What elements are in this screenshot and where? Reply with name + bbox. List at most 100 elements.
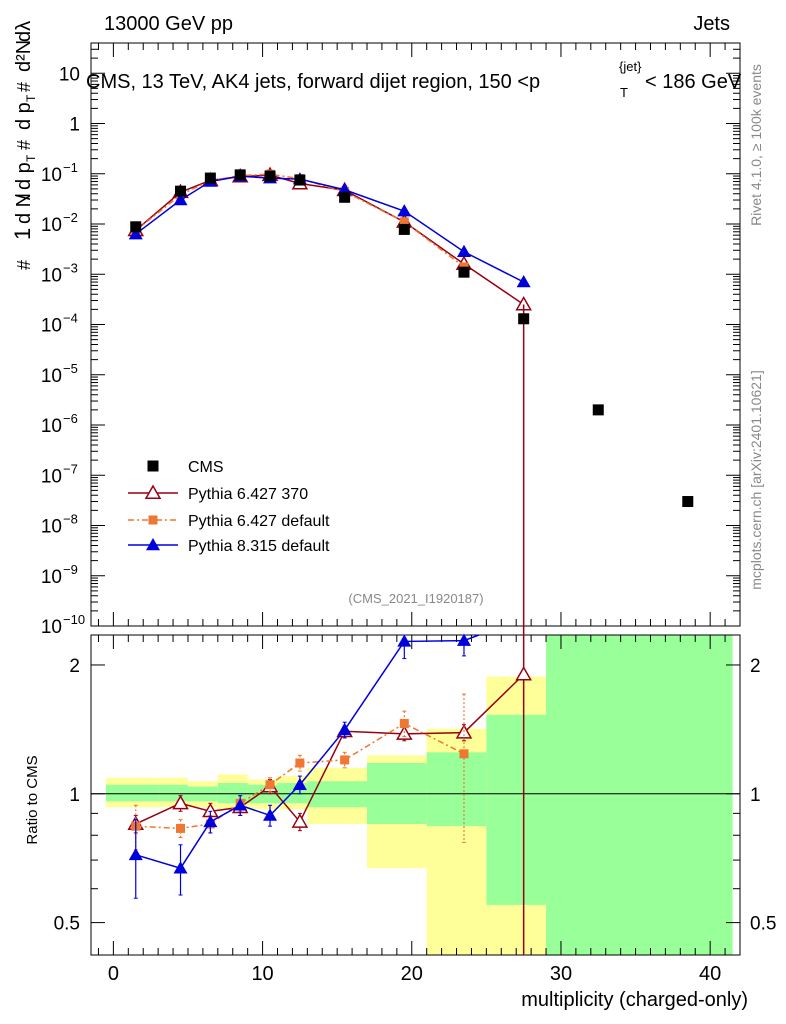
main-ytick-label-0: 10 [41,617,62,638]
ratio-marker-2-8 [456,633,471,646]
main-marker-2-1 [173,193,188,206]
legend-label-3: Pythia 8.315 default [188,538,330,555]
main-ytick-label-1: 10 [41,567,62,588]
mcplots-label: mcplots.cern.ch [arXiv:2401.10621] [748,370,764,589]
main-ytick-exp-0: −10 [63,612,85,627]
analysis-id: (CMS_2021_I1920187) [348,591,483,606]
ratio-marker-1-7 [399,718,409,728]
cms-point-3 [234,169,246,181]
main-ytick-label-5: 10 [41,366,62,387]
legend-label-2: Pythia 6.427 default [188,513,330,530]
ylabel-dlambda: dλ [13,21,35,42]
ylabel-dN: d N [13,193,35,224]
ratio-label-text: Ratio to CMS [24,755,41,844]
x-tick-label-30: 30 [550,963,572,985]
main-ytick-label-10: 1 [69,115,80,136]
ratio-marker-2-0 [128,847,143,861]
main-ytick-exp-4: −6 [63,411,78,426]
title-superscript: {jet} [619,59,642,74]
cms-point-0 [130,221,142,233]
main-ylabel: # 1 d N / d p T # d p T # d²N dλ [10,21,38,270]
ylabel-hash-1: # [14,260,34,270]
cms-point-1 [175,185,187,197]
x-tick-label-20: 20 [401,963,423,985]
legend: CMS Pythia 6.427 370 Pythia 6.427 default P… [128,459,330,555]
rivet-text: Rivet 4.1.0, ≥ 100k events [748,64,764,226]
main-marker-2-0 [128,227,143,240]
main-ytick-exp-7: −3 [63,260,78,275]
ratio-line-2 [135,634,480,870]
ratio-ytick-label-right-1: 1 [750,785,761,806]
ratio-marker-0-1 [172,794,189,810]
cms-point-6 [339,191,351,203]
main-ytick-label-8: 10 [41,215,62,236]
ratio-ytick-label-left-1: 1 [69,785,80,806]
main-ytick-label-6: 10 [41,316,62,337]
ratio-marker-0-5 [291,813,309,828]
x-axis-label: multiplicity (charged-only) [521,989,748,1011]
main-line-0 [135,174,525,306]
ylabel-T2: T [24,94,38,102]
ratio-marker-1-5 [295,758,305,768]
ratio-marker-2-4 [263,808,278,821]
ratio-marker-2-6 [337,722,352,736]
main-ytick-exp-3: −7 [63,461,78,476]
legend-marker-0 [147,460,159,472]
ylabel-dp: d p [13,162,35,190]
main-line-2 [135,175,525,283]
main-ytick-exp-1: −9 [63,562,78,577]
ylabel-hash-2: # [14,140,34,150]
jets-label: Jets [693,13,730,35]
ylabel-T: T [24,154,38,162]
ratio-line-0 [135,673,525,825]
x-tick-label-40: 40 [699,963,721,985]
main-ytick-label-3: 10 [41,466,62,487]
main-ytick-exp-9: −1 [63,160,78,175]
cms-point-8 [458,266,470,278]
ratio-ylabel: Ratio to CMS [24,755,41,844]
cms-point-5 [294,174,306,186]
main-marker-2-8 [456,244,471,258]
ylabel-slash: / [13,194,35,200]
ratio-marker-1-4 [265,780,275,790]
main-ytick-label-7: 10 [41,265,62,286]
legend-marker-3 [146,538,160,551]
legend-marker-2 [148,515,158,525]
main-marker-1-7 [399,217,409,227]
x-tick-label-10: 10 [251,963,273,985]
rivet-label: Rivet 4.1.0, ≥ 100k events [748,64,764,226]
main-ytick-label-2: 10 [41,517,62,538]
ylabel-one: 1 [10,228,35,240]
main-ytick-label-11: 10 [59,64,80,85]
ratio-marker-1-1 [176,823,186,833]
cms-point-10 [592,404,604,416]
mcplots-text: mcplots.cern.ch [arXiv:2401.10621] [748,370,764,589]
legend-label-0: CMS [188,459,224,476]
cms-point-11 [682,496,694,508]
cms-point-4 [264,170,276,182]
ratio-marker-2-7 [397,634,412,647]
ratio-marker-2-1 [173,861,188,874]
main-frame [90,42,741,627]
ratio-ytick-label-right-0: 0.5 [750,914,776,935]
band-inner-0 [105,784,159,802]
main-ytick-exp-2: −8 [63,512,78,527]
cms-point-9 [518,313,530,325]
axes: 0 10 20 30 4010−1010−910−810−710−610−510−410… [41,42,776,985]
cms-point-7 [398,223,410,235]
ratio-marker-2-2 [203,814,218,828]
ratio-uncertainty-bands [105,635,733,955]
ylabel-hash-3: # [14,82,34,92]
ratio-marker-1-8 [459,749,469,759]
ratio-marker-2-5 [292,777,307,790]
title-subscript: T [620,85,628,100]
ylabel-d2N: d²N [13,40,35,72]
ratio-marker-0-9 [515,665,532,681]
main-marker-2-7 [397,204,412,217]
x-tick-label-0: 0 [108,963,119,985]
band-inner-9 [486,714,547,905]
main-ytick-exp-8: −2 [63,210,78,225]
ylabel-dpT-dl: d p [13,102,35,130]
title-end: < 186 GeV [645,71,742,93]
